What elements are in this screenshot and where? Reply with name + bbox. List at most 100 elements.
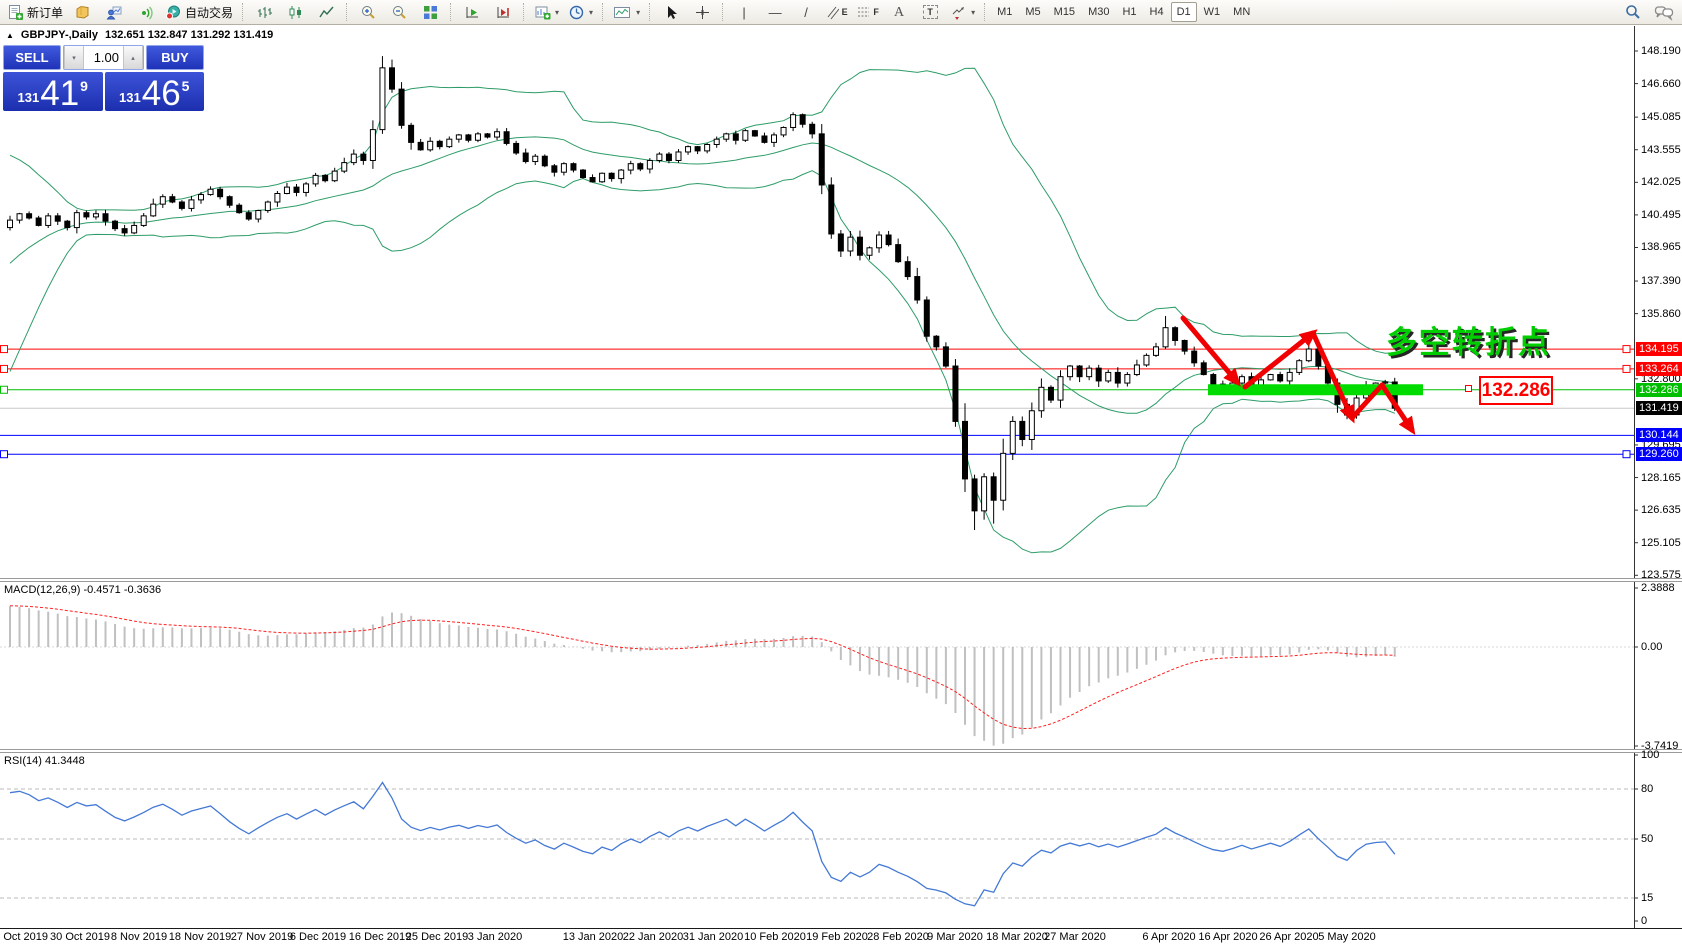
tab-timeframe-m15[interactable]: M15 <box>1053 6 1076 18</box>
vertical-line-button[interactable]: | <box>729 1 759 24</box>
date-label: 18 Mar 2020 <box>986 931 1048 943</box>
broadcast-button[interactable] <box>130 1 160 24</box>
auto-scroll-button[interactable] <box>457 1 487 24</box>
pane-separator[interactable] <box>0 578 1682 582</box>
candle-body <box>551 165 558 173</box>
tab-timeframe-h1[interactable]: H1 <box>1122 6 1137 18</box>
candle-body <box>541 155 548 167</box>
autotrade-button[interactable]: 自动交易 <box>161 1 237 24</box>
text-label-icon: T <box>922 5 938 19</box>
object-anchor[interactable] <box>0 345 8 354</box>
arrows-button[interactable]: ▾ <box>946 1 979 24</box>
chart-shift-button[interactable] <box>488 1 518 24</box>
channel-button[interactable]: E <box>822 1 852 24</box>
tab-timeframe-h4[interactable]: H4 <box>1149 6 1164 18</box>
candlestick-button[interactable] <box>280 1 310 24</box>
volume-increase-button[interactable]: ▴ <box>123 46 143 69</box>
trend-arrow[interactable] <box>1310 330 1355 424</box>
tab-timeframe-m30[interactable]: M30 <box>1088 6 1110 18</box>
candle-body <box>560 163 567 173</box>
candle-body <box>656 153 663 161</box>
tab-timeframe-m1[interactable]: M1 <box>997 6 1013 18</box>
arrow-objects-icon <box>952 6 965 20</box>
buy-price-button[interactable]: 131 46 5 <box>104 72 204 111</box>
line-chart-button[interactable] <box>311 1 341 24</box>
candle-body <box>322 174 329 182</box>
search-button[interactable] <box>1618 1 1648 24</box>
horizontal-line-button[interactable]: — <box>760 1 790 24</box>
collapse-marker-icon[interactable]: ▲ <box>6 30 14 40</box>
zoom-out-button[interactable] <box>384 1 414 24</box>
tab-timeframe-w1[interactable]: W1 <box>1203 6 1221 18</box>
candle-body <box>245 212 252 220</box>
cursor-button[interactable] <box>656 1 686 24</box>
fibonacci-button[interactable]: F <box>853 1 883 24</box>
signal-icon <box>141 6 153 19</box>
tab-timeframe-mn[interactable]: MN <box>1233 6 1251 18</box>
price-level-label-box[interactable]: 132.286 <box>1479 376 1553 405</box>
trend-arrow[interactable] <box>1180 315 1241 387</box>
bar-chart-button[interactable] <box>249 1 279 24</box>
candle-body <box>971 478 978 512</box>
tile-windows-button[interactable] <box>415 1 445 24</box>
candle-body <box>494 131 501 138</box>
new-chart-button[interactable]: ▾ <box>530 1 563 24</box>
crosshair-icon <box>695 5 709 19</box>
candle-body <box>1047 386 1054 401</box>
candle-body <box>599 172 606 183</box>
candle-body <box>942 346 949 367</box>
volume-input[interactable] <box>84 46 123 69</box>
candle-body <box>503 131 510 144</box>
sell-price-button[interactable]: 131 41 9 <box>3 72 103 111</box>
zoom-in-button[interactable] <box>353 1 383 24</box>
volume-decrease-button[interactable]: ▾ <box>64 46 84 69</box>
candle-body <box>446 138 453 148</box>
text-button[interactable]: A <box>884 1 914 24</box>
chat-button[interactable] <box>1649 1 1679 24</box>
text-label-button[interactable]: T <box>915 1 945 24</box>
object-anchor[interactable] <box>1622 450 1631 459</box>
object-anchor[interactable] <box>0 364 8 373</box>
horizontal-line-icon: — <box>768 4 782 20</box>
support-zone-rectangle[interactable] <box>1208 384 1423 396</box>
object-anchor[interactable] <box>0 385 8 394</box>
main-pane <box>0 56 1634 554</box>
new-order-button[interactable]: 新订单 <box>3 1 67 24</box>
trend-arrow[interactable] <box>1379 382 1416 435</box>
new-chart-icon <box>535 6 551 19</box>
candle-body <box>618 169 625 180</box>
candle-body <box>64 220 71 229</box>
candle-body <box>1028 410 1035 441</box>
sell-price-prefix: 131 <box>17 90 40 105</box>
buy-button[interactable]: BUY <box>146 45 204 70</box>
candle-body <box>303 183 310 193</box>
sell-button[interactable]: SELL <box>3 45 61 70</box>
symbol-period-label: GBPJPY-,Daily <box>20 29 98 41</box>
turning-point-annotation[interactable]: 多空转折点 <box>1386 325 1551 360</box>
object-anchor[interactable] <box>1622 345 1631 354</box>
candle-body <box>484 133 491 138</box>
tab-timeframe-d1[interactable]: D1 <box>1170 2 1197 22</box>
crosshair-button[interactable] <box>687 1 717 24</box>
candle-body <box>532 155 539 163</box>
templates-button[interactable]: ▾ <box>609 1 644 24</box>
candle-body <box>751 130 758 137</box>
object-anchor[interactable] <box>1622 364 1631 373</box>
market-watch-button[interactable] <box>99 1 129 24</box>
pane-separator[interactable] <box>0 749 1682 753</box>
chat-icon <box>1654 5 1674 21</box>
object-anchor[interactable] <box>0 450 8 459</box>
period-button[interactable]: ▾ <box>564 1 597 24</box>
date-label: 21 Oct 2019 <box>0 931 48 943</box>
trend-arrow[interactable] <box>1349 382 1385 421</box>
candle-body <box>876 234 883 249</box>
tab-timeframe-m5[interactable]: M5 <box>1025 6 1041 18</box>
chart-gallery-button[interactable] <box>68 1 98 24</box>
candle-body <box>675 151 682 161</box>
object-anchor[interactable] <box>1465 385 1472 392</box>
auto-scroll-icon <box>466 6 478 18</box>
trend-arrow[interactable] <box>1242 329 1318 390</box>
trendline-button[interactable]: / <box>791 1 821 24</box>
candle-body <box>933 335 940 348</box>
